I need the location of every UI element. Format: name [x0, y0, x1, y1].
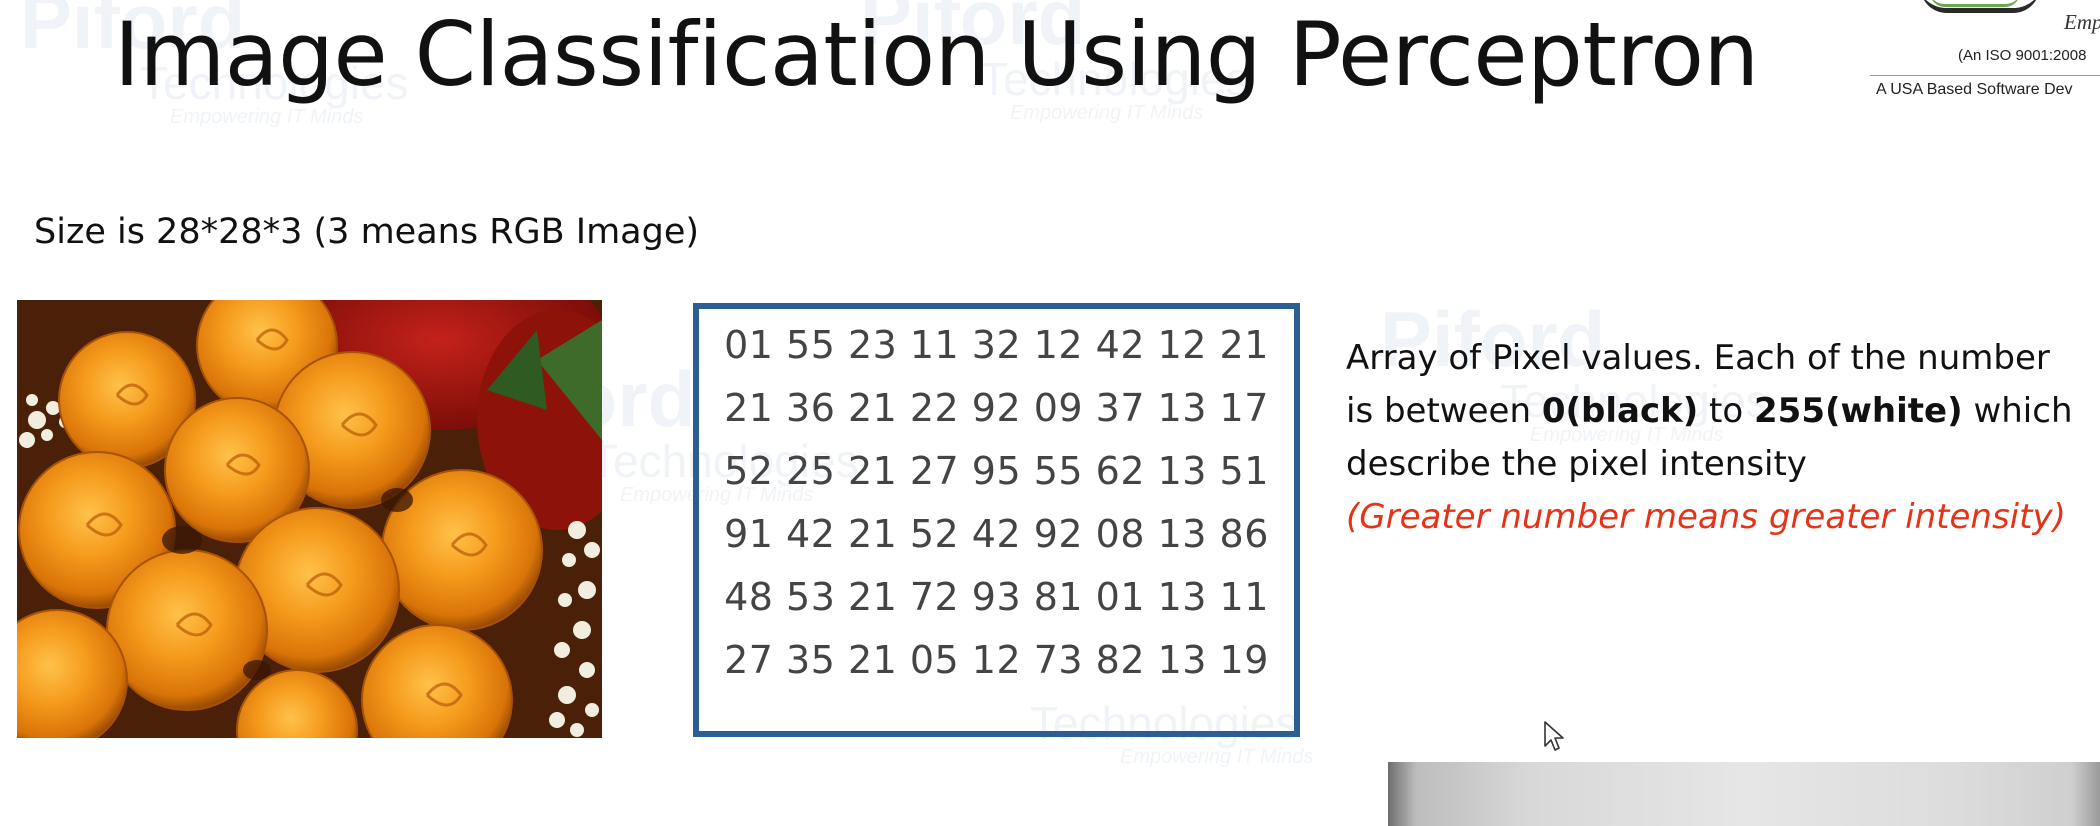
- description-text: to: [1698, 391, 1754, 431]
- company-logo: Emp (An ISO 9001:2008 A USA Based Softwa…: [1870, 0, 2100, 110]
- logo-swoosh-icon: [1920, 0, 2040, 13]
- description-text: is between: [1346, 391, 1542, 431]
- presenter-video-thumbnail: [1388, 762, 2100, 826]
- grid-row: 27 35 21 05 12 73 82 13 19: [724, 638, 1269, 682]
- description-line-2: is between 0(black) to 255(white) which: [1346, 385, 2073, 438]
- description-line-1: Array of Pixel values. Each of the numbe…: [1346, 338, 2050, 378]
- logo-swoosh-accent-icon: [1930, 0, 2020, 7]
- grid-row: 21 36 21 22 92 09 37 13 17: [724, 386, 1269, 430]
- mouse-cursor-icon: [1543, 720, 1565, 756]
- description-text: which: [1962, 391, 2073, 431]
- watermark-tagline: Empowering IT Minds: [1120, 746, 1314, 768]
- logo-divider: [1870, 75, 2100, 76]
- slide-title: Image Classification Using Perceptron: [114, 3, 1759, 106]
- logo-iso-text: (An ISO 9001:2008: [1958, 47, 2087, 64]
- logo-tagline: Emp: [2064, 10, 2100, 34]
- description-line-3: describe the pixel intensity: [1346, 444, 1807, 484]
- pixel-values-grid: 01 55 23 11 32 12 42 12 21 21 36 21 22 9…: [693, 303, 1300, 737]
- image-size-caption: Size is 28*28*3 (3 means RGB Image): [34, 212, 700, 252]
- grid-row: 01 55 23 11 32 12 42 12 21: [724, 323, 1269, 367]
- white-value-label: 255(white): [1754, 391, 1963, 431]
- grid-row: 52 25 21 27 95 55 62 13 51: [724, 449, 1269, 493]
- grid-row: 91 42 21 52 42 92 08 13 86: [724, 512, 1269, 556]
- intensity-note: (Greater number means greater intensity): [1346, 497, 2066, 537]
- black-value-label: 0(black): [1541, 391, 1699, 431]
- logo-usa-text: A USA Based Software Dev: [1876, 81, 2073, 98]
- roses-photo: [17, 300, 602, 738]
- roses-image-icon: [17, 300, 602, 738]
- pixel-description: Array of Pixel values. Each of the numbe…: [1346, 332, 2073, 544]
- watermark-tagline: Empowering IT Minds: [170, 106, 364, 128]
- grid-row: 48 53 21 72 93 81 01 13 11: [724, 575, 1269, 619]
